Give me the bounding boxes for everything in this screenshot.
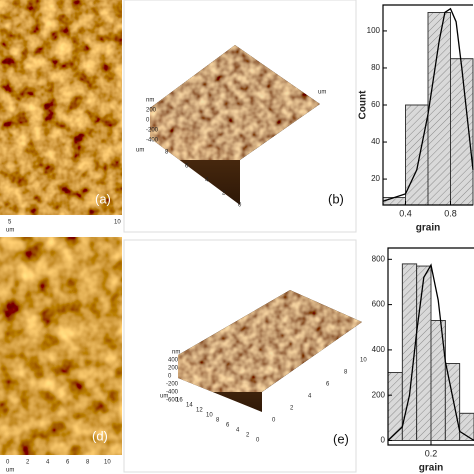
axis-tick: 8 <box>344 370 348 376</box>
axis-tick: 8 <box>165 150 169 156</box>
axis-tick: 0 <box>256 438 260 444</box>
axis-tick: 2 <box>246 433 250 439</box>
axis-unit: um <box>160 394 168 400</box>
y-tick-label: 40 <box>371 137 380 146</box>
axis-tick: 10 <box>206 413 213 419</box>
y-tick-label: 600 <box>372 300 386 309</box>
bar-hatch <box>382 197 406 206</box>
axis-tick: 2 <box>222 191 226 197</box>
x-tick-label: 0.4 <box>399 208 412 218</box>
axis-tick: 12 <box>196 408 203 414</box>
axis-unit: um <box>6 228 14 234</box>
y-tick-label: 60 <box>371 100 380 109</box>
y-axis-label: Count <box>358 90 369 120</box>
bar-hatch <box>405 104 429 206</box>
axis-tick: 4 <box>46 460 50 466</box>
axis-tick: 8 <box>86 460 90 466</box>
y-tick-label: 200 <box>372 390 386 399</box>
panel-label: (a) <box>95 191 111 206</box>
fit-curve <box>382 7 474 202</box>
axis-tick: 6 <box>326 382 330 388</box>
axis-tick: 10 <box>360 358 367 364</box>
afm-image <box>0 237 122 455</box>
axis-tick: -400 <box>146 138 159 144</box>
afm-image <box>0 0 122 215</box>
axis-tick: 0 <box>146 118 150 124</box>
bar-hatch <box>387 372 403 441</box>
y-tick-label: 80 <box>371 63 380 72</box>
axis-tick: 10 <box>114 220 121 226</box>
axis-unit: um <box>136 148 144 154</box>
axis-tick: 6 <box>185 164 189 170</box>
axis-unit: um <box>6 468 14 474</box>
axis-tick: 0 <box>168 374 172 380</box>
axis-tick: 0 <box>6 460 10 466</box>
panel-label: (e) <box>333 431 349 446</box>
axis-unit: um <box>318 90 326 96</box>
axis-tick: 16 <box>176 398 183 404</box>
axis-tick: -400 <box>166 390 179 396</box>
axis-tick: 200 <box>168 366 179 372</box>
histograms: 20 40 60 80 100 0.4 0.8 grain Count 0 200 400 600 800… <box>358 4 474 474</box>
bar-hatch <box>444 363 461 441</box>
axis-tick: -200 <box>166 382 179 388</box>
y-tick-label: 100 <box>367 26 381 35</box>
axis-tick: 0 <box>272 418 276 424</box>
y-tick-label: 0 <box>381 436 386 445</box>
axis-tick: 2 <box>26 460 30 466</box>
axis-unit: nm <box>146 98 154 104</box>
axis-tick: 200 <box>146 108 157 114</box>
y-tick-label: 20 <box>371 174 380 183</box>
panel-label: (b) <box>328 191 344 206</box>
axis-tick: 0 <box>238 203 242 209</box>
x-axis-label: grain <box>419 463 443 474</box>
axis-tick: -200 <box>146 128 159 134</box>
y-tick-label: 800 <box>372 254 386 263</box>
axis-tick: 5 <box>8 220 12 226</box>
axis-tick: 4 <box>205 178 209 184</box>
axis-tick: 6 <box>66 460 70 466</box>
y-tick-label: 400 <box>372 345 386 354</box>
x-axis-label: grain <box>416 223 440 234</box>
x-tick-label: 0.2 <box>425 448 438 458</box>
axis-tick: 6 <box>226 423 230 429</box>
panel-label: (d) <box>92 428 108 443</box>
bar-hatch <box>450 58 474 206</box>
bar-hatch <box>416 265 432 441</box>
x-tick-label: 0.8 <box>444 208 457 218</box>
axis-tick: -600 <box>166 398 179 404</box>
axis-tick: 2 <box>290 406 294 412</box>
axis-tick: 10 <box>104 460 111 466</box>
fit-curve <box>387 263 474 442</box>
axis-unit: nm <box>172 350 180 356</box>
axis-tick: 8 <box>216 418 220 424</box>
axis-tick: 4 <box>236 428 240 434</box>
axis-tick: 14 <box>186 403 193 409</box>
axis-tick: 400 <box>168 358 179 364</box>
axis-tick: 4 <box>308 394 312 400</box>
